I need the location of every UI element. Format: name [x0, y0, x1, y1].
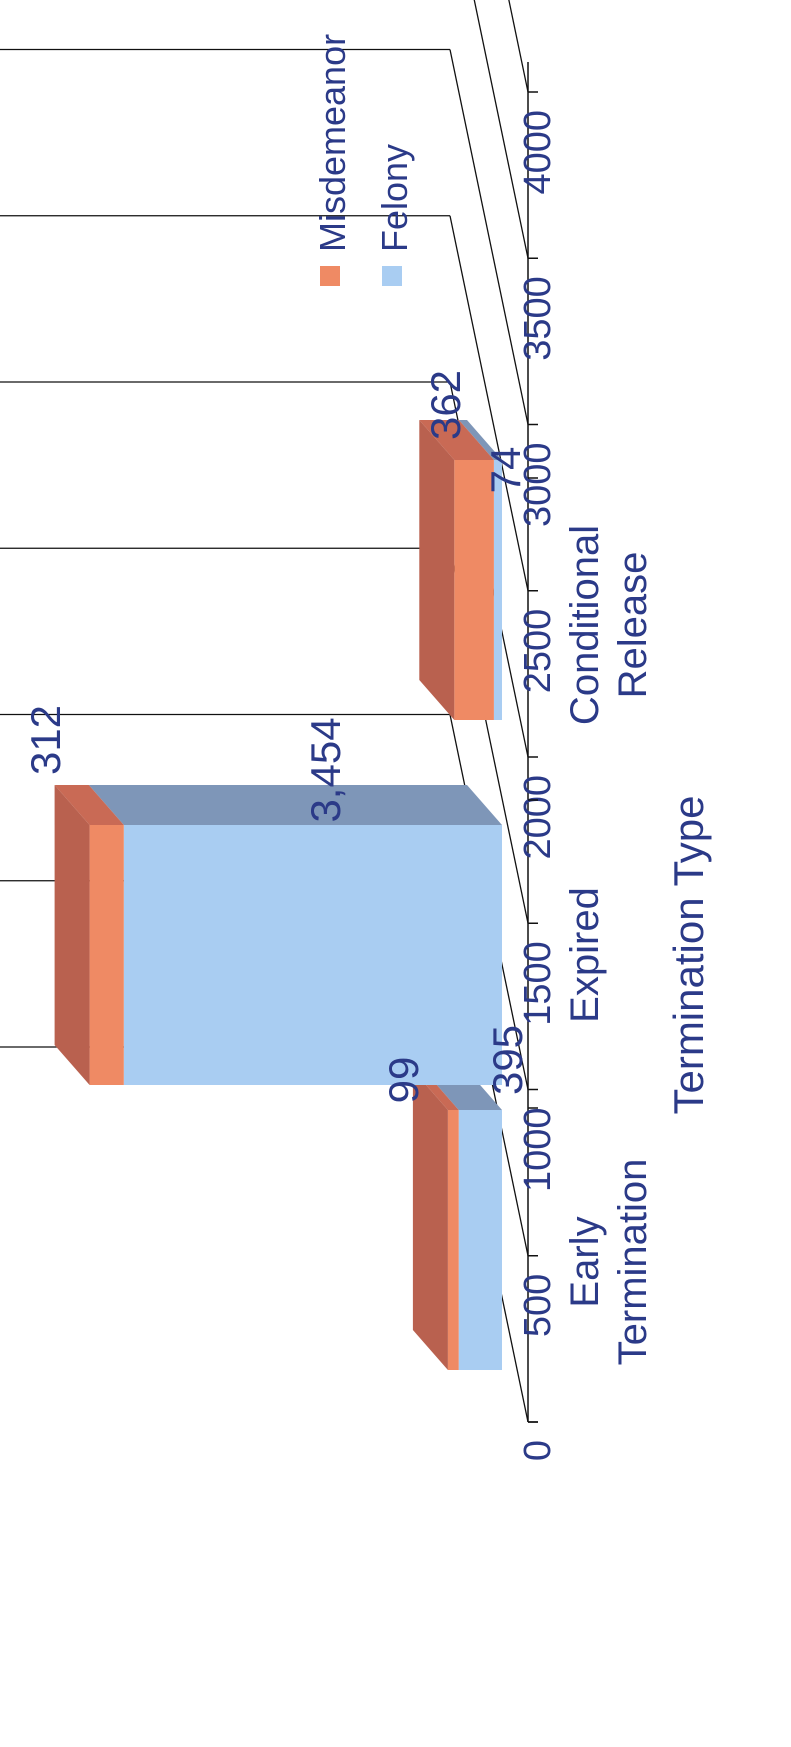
y-tick-label: 3500: [517, 276, 559, 361]
y-tick-label: 2000: [517, 775, 559, 860]
y-tick-label: 500: [517, 1274, 559, 1337]
bar-cap: [412, 1070, 448, 1370]
legend-swatch: [382, 266, 402, 286]
category-label: Expired: [563, 887, 607, 1023]
gridline-depth: [449, 49, 529, 425]
legend-label: Misdemeanor: [312, 34, 353, 252]
legend-swatch: [320, 266, 340, 286]
bar-felony: [123, 825, 503, 1085]
category-label: Early Termination: [563, 1159, 655, 1366]
y-tick-label: 3000: [517, 443, 559, 528]
bar-felony: [493, 460, 502, 720]
data-label-misdemeanor: 99: [380, 1057, 427, 1104]
legend-label: Felony: [374, 144, 415, 252]
bar-misdemeanor-depth: [54, 785, 124, 825]
bar-misdemeanor-depth: [419, 420, 494, 460]
bars: [54, 420, 503, 1370]
data-labels: 395 3,454 74 99 312 362: [22, 370, 531, 1103]
data-label-misdemeanor: 312: [22, 705, 69, 775]
gridline-depth: [508, 0, 529, 93]
bar-felony-depth: [88, 785, 503, 825]
y-tick-label: 1500: [517, 941, 559, 1026]
legend-item: Felony: [374, 144, 415, 286]
bar-felony-depth: [458, 420, 502, 460]
category-labels: Early Termination Expired Conditional Releas…: [563, 525, 655, 1365]
bar-cap: [419, 420, 455, 720]
bar-cap: [54, 785, 90, 1085]
bar-group: [412, 1070, 502, 1370]
y-tick-label: 2500: [517, 609, 559, 694]
legend-item: Misdemeanor: [312, 34, 353, 286]
bar-group: [54, 785, 503, 1085]
x-axis-label: Termination Type: [665, 795, 712, 1114]
data-label-felony: 395: [484, 1025, 531, 1095]
bar-misdemeanor: [454, 460, 494, 720]
data-label-felony: 74: [482, 447, 529, 494]
data-label-felony: 3,454: [302, 717, 349, 822]
data-label-misdemeanor: 362: [422, 370, 469, 440]
y-axis-ticks: 0 500 1000 1500 2000 2500 3000 3500 4000: [517, 91, 559, 1461]
bar-misdemeanor: [447, 1110, 459, 1370]
y-tick-label: 0: [517, 1440, 559, 1461]
gridline-depth: [449, 215, 529, 591]
bar-group: [419, 420, 502, 720]
bar-felony: [458, 1110, 502, 1370]
y-tick-label: 1000: [517, 1108, 559, 1193]
legend: Misdemeanor Felony: [312, 34, 415, 286]
category-label: Conditional Release: [563, 525, 655, 725]
bar-misdemeanor: [89, 825, 124, 1085]
gridline-depth: [473, 0, 529, 259]
y-tick-label: 4000: [517, 110, 559, 195]
